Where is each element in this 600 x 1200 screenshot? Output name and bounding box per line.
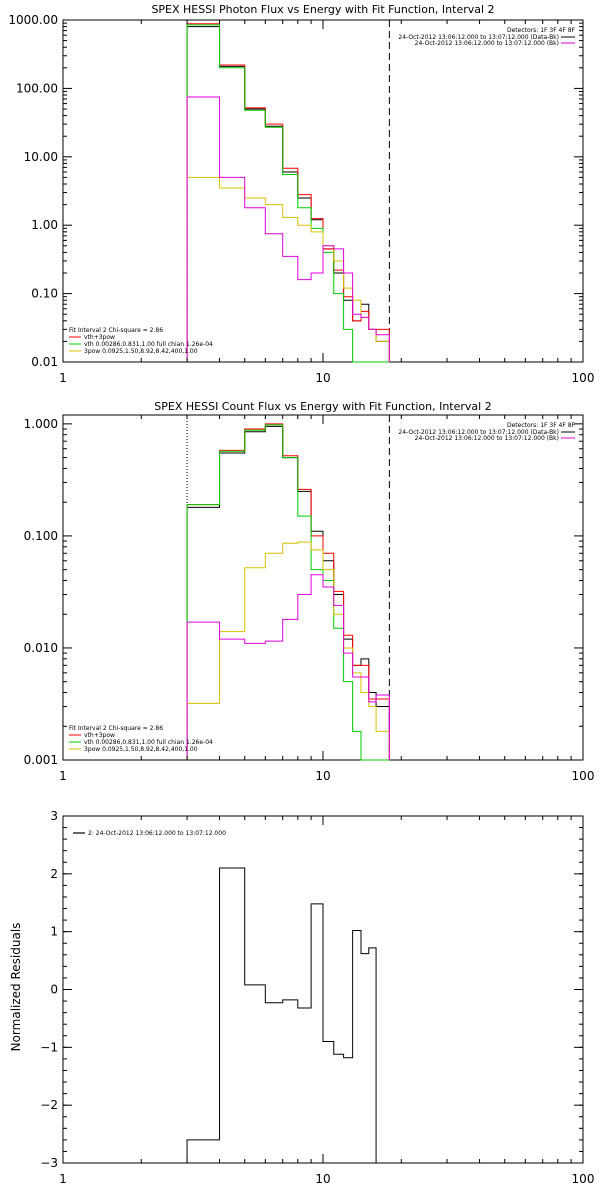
legend-fit-header: Fit Interval 2 Chi-square = 2.86 (69, 725, 163, 732)
y-tick-label: 1.00 (31, 218, 58, 232)
legend-entry-label: vth 0.00286,0.831,1.00 full chian 1.26e-… (84, 739, 213, 746)
y-tick-label: 3 (50, 809, 58, 823)
x-tick-label: 1 (59, 371, 67, 385)
y-tick-label: −3 (40, 1156, 58, 1170)
legend-entry-label: 24-Oct-2012 13:06:12.000 to 13:07:12.000… (415, 435, 559, 442)
y-tick-label: 100.00 (16, 81, 58, 95)
legend-fit-header: Fit Interval 2 Chi-square = 2.86 (69, 327, 163, 334)
y-tick-label: −2 (40, 1098, 58, 1112)
x-tick-label: 1 (59, 1172, 67, 1186)
legend-entry-label: vth+3pow (84, 334, 115, 341)
y-tick-label: 1.000 (24, 417, 58, 431)
legend-entry-label: 24-Oct-2012 13:06:12.000 to 13:07:12.000… (398, 34, 559, 41)
plot-frame (62, 414, 584, 761)
legend-entry-label: 24-Oct-2012 13:06:12.000 to 13:07:12.000… (398, 429, 559, 436)
y-tick-label: 0.10 (31, 287, 58, 301)
series-0-line (186, 425, 390, 760)
series-2-line (186, 424, 390, 761)
y-tick-label: 0.001 (24, 753, 58, 767)
count-flux-panel: SPEX HESSI Count Flux vs Energy with Fit… (24, 400, 595, 783)
series-0-line (186, 867, 377, 1163)
x-tick-label: 100 (572, 1172, 595, 1186)
y-tick-label: 1000.00 (8, 13, 58, 27)
series-4-line (186, 574, 390, 760)
residuals-panel: Normalized Residuals 1 10 100 −3 −2 −1 0 1 2 3 2: … (9, 809, 594, 1186)
photon-flux-panel: SPEX HESSI Photon Flux vs Energy with Fi… (8, 3, 594, 385)
y-tick-label: −1 (40, 1040, 58, 1054)
series-0-line (186, 26, 390, 362)
series-3-line (186, 541, 390, 760)
series-1-line (186, 23, 390, 362)
legend-entry-label: 3pow 0.0925,1.50,8.92,8.42,400,1.00 (84, 746, 198, 753)
series-2-line (186, 24, 390, 363)
y-tick-label: 2 (50, 867, 58, 881)
legend-entry-label: 24-Oct-2012 13:06:12.000 to 13:07:12.000… (415, 40, 559, 47)
series-3-line (186, 176, 390, 362)
panel-title: SPEX HESSI Count Flux vs Energy with Fit… (154, 400, 491, 413)
legend-entry-label: 3pow 0.0925,1.50,8.92,8.42,400,1.00 (84, 348, 198, 355)
y-tick-label: 0 (50, 983, 58, 997)
y-tick-label: 0.01 (31, 355, 58, 369)
legend-detectors: Detectors: 1F 3F 4F 8F (507, 422, 576, 429)
y-tick-label: 10.00 (24, 150, 58, 164)
x-tick-label: 100 (572, 371, 595, 385)
series-4-line (186, 96, 390, 362)
panel-title: SPEX HESSI Photon Flux vs Energy with Fi… (151, 3, 494, 16)
y-tick-label: 1 (50, 925, 58, 939)
y-axis-label: Normalized Residuals (9, 923, 23, 1052)
legend-entry-label: vth+3pow (84, 732, 115, 739)
legend-entry-label: vth 0.00286,0.831,1.00 full chian 1.26e-… (84, 341, 213, 348)
x-tick-label: 10 (315, 371, 330, 385)
x-tick-label: 1 (59, 769, 67, 783)
series-1-line (186, 423, 390, 760)
legend-entry-label: 2: 24-Oct-2012 13:06:12.000 to 13:07:12.… (88, 830, 226, 837)
y-tick-label: 0.100 (24, 529, 58, 543)
legend-detectors: Detectors: 1F 3F 4F 8F (507, 27, 576, 34)
y-tick-label: 0.010 (24, 641, 58, 655)
plot-frame (62, 19, 584, 363)
x-tick-label: 10 (315, 769, 330, 783)
x-tick-label: 100 (572, 769, 595, 783)
x-tick-label: 10 (315, 1172, 330, 1186)
